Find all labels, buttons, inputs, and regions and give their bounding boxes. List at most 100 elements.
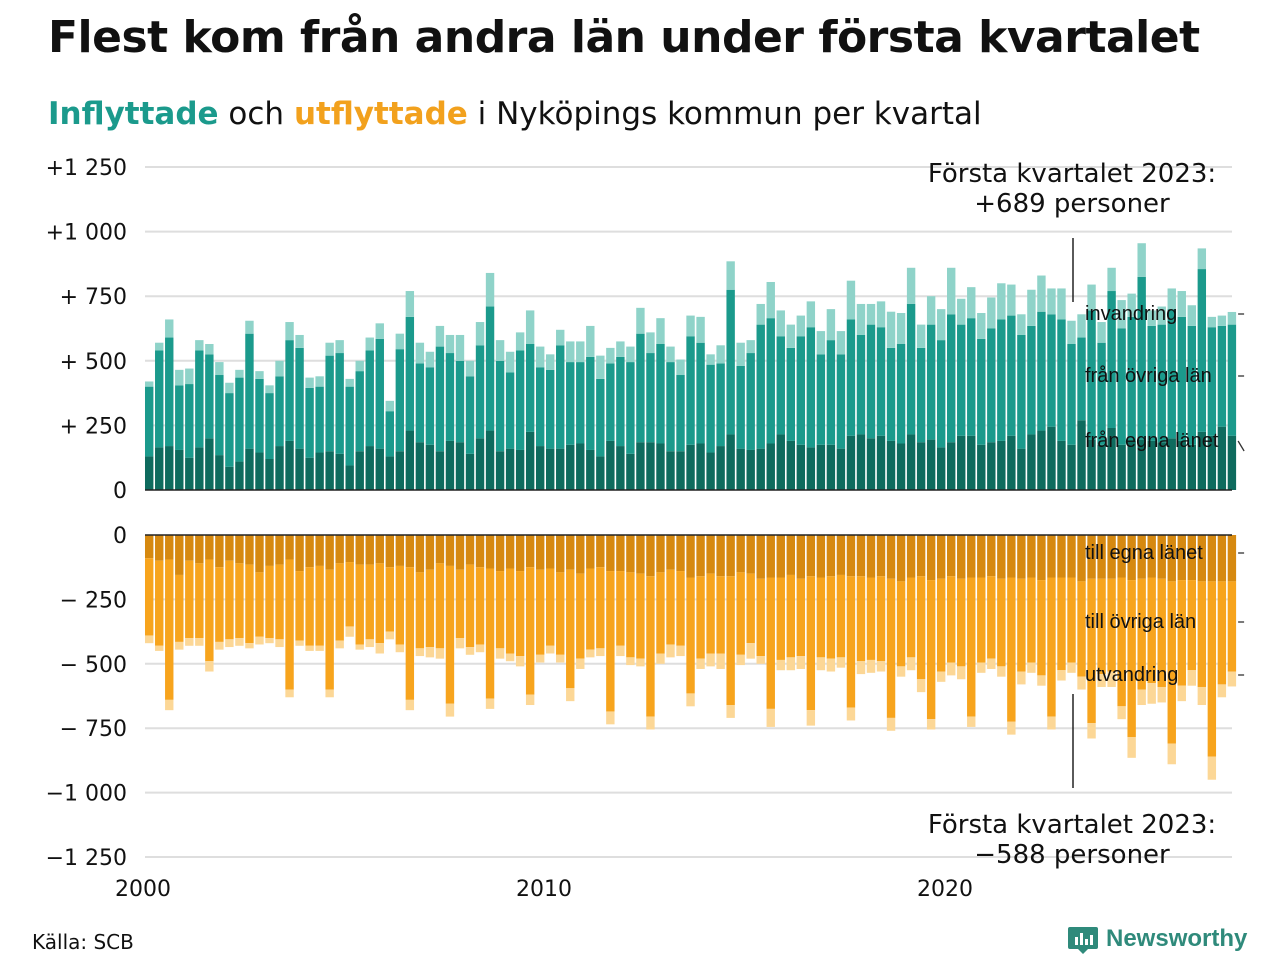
bar-outflow-own-county — [495, 535, 505, 572]
bar-inflow-own-county — [395, 451, 405, 490]
bar-outflow-abroad — [295, 640, 304, 646]
bar-inflow-other-counties — [756, 324, 765, 449]
bar-inflow-abroad — [686, 315, 695, 337]
bar-outflow-abroad — [485, 698, 495, 709]
bar-inflow-other-counties — [255, 378, 264, 453]
bar-outflow-other-counties — [726, 576, 735, 706]
bar-outflow-abroad — [1177, 685, 1186, 702]
bar-outflow-abroad — [616, 645, 625, 657]
bar-inflow-abroad — [636, 307, 645, 334]
bar-inflow-other-counties — [355, 371, 364, 452]
bar-outflow-abroad — [836, 657, 846, 668]
bar-inflow-other-counties — [626, 362, 635, 454]
bar-outflow-abroad — [726, 705, 735, 718]
annotation-top-line: +689 personer — [974, 189, 1170, 219]
bar-outflow-own-county — [846, 535, 856, 577]
bar-outflow-other-counties — [1017, 578, 1026, 672]
bar-outflow-own-county — [1217, 535, 1227, 582]
bar-outflow-own-county — [716, 535, 725, 577]
bar-inflow-other-counties — [195, 350, 204, 448]
bar-outflow-abroad — [886, 717, 896, 731]
bar-outflow-other-counties — [987, 576, 996, 659]
bar-inflow-other-counties — [1097, 342, 1106, 445]
bar-inflow-other-counties — [596, 378, 605, 457]
bar-inflow-other-counties — [676, 375, 685, 452]
bar-outflow-abroad — [957, 666, 966, 680]
bar-outflow-own-county — [515, 535, 525, 572]
bar-inflow-abroad — [375, 323, 384, 339]
bar-inflow-own-county — [1097, 444, 1106, 490]
bar-outflow-other-counties — [596, 567, 605, 649]
bar-inflow-other-counties — [1167, 309, 1176, 439]
bar-inflow-abroad — [896, 312, 906, 345]
bar-outflow-own-county — [626, 535, 635, 573]
bar-inflow-other-counties — [205, 354, 214, 439]
bar-outflow-other-counties — [385, 567, 394, 632]
bar-inflow-other-counties — [295, 347, 304, 449]
bar-outflow-own-county — [926, 535, 936, 581]
bar-outflow-own-county — [576, 535, 585, 574]
bar-outflow-abroad — [515, 656, 525, 667]
bar-chart-icon — [1068, 927, 1098, 954]
bar-outflow-other-counties — [485, 568, 495, 699]
bar-inflow-abroad — [786, 324, 795, 348]
bar-inflow-other-counties — [235, 377, 244, 462]
bar-inflow-own-county — [1137, 439, 1146, 490]
source-note: Källa: SCB — [32, 930, 134, 954]
bar-outflow-own-county — [175, 535, 184, 575]
bar-inflow-own-county — [1077, 420, 1086, 490]
bar-outflow-own-county — [335, 535, 344, 564]
bar-inflow-own-county — [515, 449, 525, 490]
bar-inflow-abroad — [1187, 305, 1196, 326]
bar-outflow-abroad — [776, 659, 785, 671]
bar-outflow-abroad — [1207, 756, 1217, 780]
bar-inflow-own-county — [676, 451, 685, 490]
bar-inflow-abroad — [616, 341, 625, 357]
bar-inflow-other-counties — [1047, 314, 1056, 427]
bar-outflow-abroad — [816, 657, 826, 671]
bar-outflow-other-counties — [556, 572, 565, 655]
bar-outflow-abroad — [987, 658, 996, 669]
bar-outflow-own-county — [485, 535, 495, 569]
bar-inflow-abroad — [285, 322, 294, 341]
bar-inflow-other-counties — [896, 344, 906, 444]
bar-outflow-abroad — [425, 647, 435, 658]
bar-outflow-abroad — [235, 638, 244, 646]
bar-outflow-own-county — [616, 535, 625, 572]
bar-inflow-other-counties — [475, 345, 485, 439]
bar-outflow-own-county — [1167, 535, 1176, 582]
bar-inflow-other-counties — [225, 393, 234, 467]
bar-outflow-abroad — [525, 694, 535, 706]
bar-inflow-abroad — [977, 312, 986, 339]
bar-inflow-own-county — [736, 448, 745, 490]
bar-outflow-other-counties — [1157, 578, 1166, 687]
bar-inflow-abroad — [525, 310, 535, 345]
bar-outflow-abroad — [455, 638, 465, 649]
bar-outflow-other-counties — [255, 572, 264, 637]
bar-outflow-own-county — [756, 535, 765, 579]
bar-inflow-other-counties — [686, 336, 695, 445]
bar-inflow-abroad — [475, 322, 485, 346]
bar-inflow-other-counties — [485, 306, 495, 431]
bar-outflow-own-county — [1177, 535, 1186, 581]
bar-inflow-own-county — [957, 435, 966, 490]
bar-inflow-other-counties — [666, 362, 675, 452]
bar-inflow-abroad — [906, 267, 916, 304]
bar-outflow-abroad — [255, 636, 264, 645]
bar-inflow-other-counties — [746, 353, 755, 450]
bar-inflow-own-county — [776, 434, 785, 490]
bar-outflow-other-counties — [445, 565, 455, 704]
brand-logo[interactable]: Newsworthy — [1068, 924, 1247, 954]
bar-outflow-other-counties — [505, 568, 515, 654]
bar-inflow-own-county — [826, 444, 836, 490]
bar-outflow-abroad — [716, 653, 725, 669]
bar-outflow-abroad — [666, 644, 675, 658]
bar-outflow-own-county — [606, 535, 615, 572]
bar-outflow-own-county — [1057, 535, 1066, 578]
bar-outflow-abroad — [916, 679, 926, 693]
series-label: till övriga län — [1085, 611, 1196, 633]
bar-inflow-own-county — [435, 451, 445, 490]
bar-outflow-abroad — [315, 645, 324, 651]
bar-inflow-own-county — [1207, 435, 1217, 490]
bar-outflow-abroad — [676, 645, 685, 657]
